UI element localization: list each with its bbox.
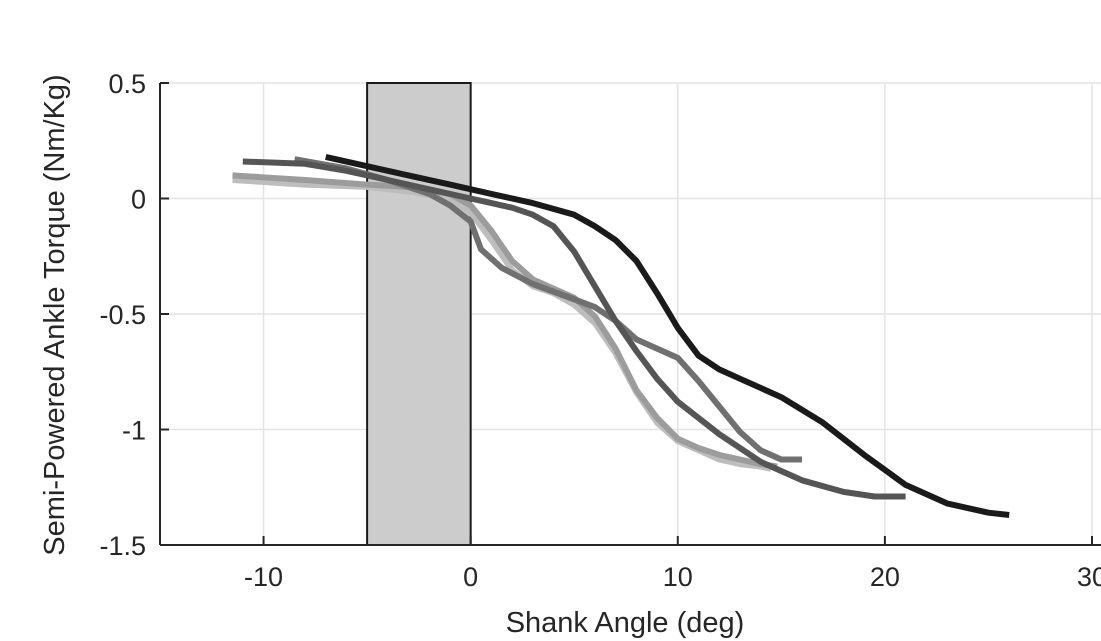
x-tick-label: 30	[1077, 562, 1101, 592]
y-tick-label: -1.5	[99, 531, 146, 561]
y-tick-label: 0.5	[108, 69, 146, 99]
series-lines	[232, 153, 1010, 518]
x-tick-label: -10	[244, 562, 283, 592]
x-tick-label: 10	[663, 562, 693, 592]
y-tick-label: -0.5	[99, 300, 146, 330]
x-tick-label: 20	[870, 562, 900, 592]
y-axis-title: Semi-Powered Ankle Torque (Nm/Kg)	[39, 74, 71, 555]
shaded-region	[366, 82, 472, 546]
series-line-3	[294, 156, 802, 463]
tick-labels: -10 0 10 20 30 0.5 0 -0.5 -1 -1.5	[99, 69, 1101, 592]
x-axis-title: Shank Angle (deg)	[506, 607, 745, 639]
y-tick-label: -1	[122, 416, 146, 446]
axes	[159, 82, 1101, 546]
series-line-4	[242, 158, 906, 500]
series-line-5	[325, 153, 1010, 518]
x-tick-label: 0	[463, 562, 478, 592]
y-tick-label: 0	[131, 185, 146, 215]
